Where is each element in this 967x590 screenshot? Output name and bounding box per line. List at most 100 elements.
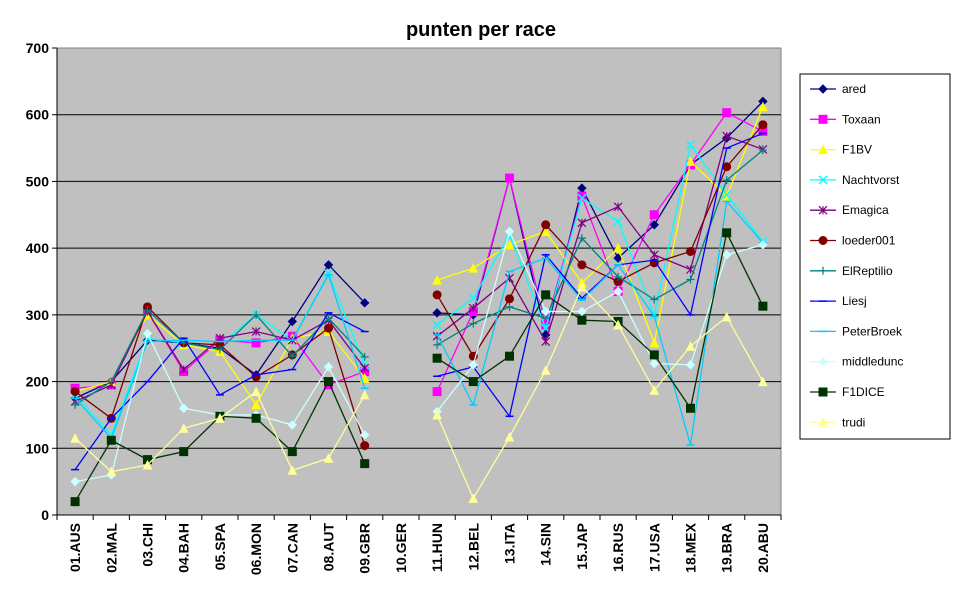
point-middledunc-6 [287,420,298,430]
x-tick-label-16: 17.USA [646,523,662,572]
legend-label-emagica: Emagica [842,203,889,217]
x-tick-label-1: 02.MAL [103,523,119,573]
point-nachtvorst-11 [468,293,478,303]
point-f1bv-10 [432,275,442,285]
point-middledunc-16 [649,358,660,369]
point-trudi-16 [649,385,660,395]
point-nachtvorst-17 [685,140,696,150]
y-tick-label-200: 200 [26,374,50,390]
y-tick-label-600: 600 [26,107,50,123]
legend-label-elreptilio: ElReptilio [842,264,893,278]
point-f1dice-6 [287,447,297,457]
point-emagica-5 [251,327,261,336]
point-f1dice-19 [758,301,768,311]
point-f1bv-15 [613,243,623,253]
point-f1bv-5 [251,399,261,410]
legend-label-toxaan: Toxaan [842,112,881,126]
point-middledunc-2 [142,328,153,339]
legend-swatch-marker-loeder001 [818,236,828,245]
point-toxaan-12 [505,173,514,183]
x-tick-label-2: 03.CHI [140,523,156,567]
legend-swatch-marker-middledunc [818,356,828,367]
point-elreptilio-15 [614,272,623,281]
point-elreptilio-6 [288,352,297,361]
point-elreptilio-5 [252,310,261,319]
legend-swatch-marker-nachtvorst [818,175,828,185]
point-f1dice-1 [106,435,116,445]
y-tick-label-700: 700 [26,40,50,56]
point-nachtvorst-18 [722,190,732,200]
point-elreptilio-16 [650,295,659,304]
point-middledunc-11 [468,360,479,370]
legend-label-peterbroek: PeterBroek [842,324,903,338]
x-tick-label-11: 12.BEL [465,523,481,571]
point-f1dice-16 [649,350,659,360]
series-line-f1dice-1 [436,230,764,410]
point-toxaan-5 [251,338,261,348]
point-ared-6 [287,316,298,327]
point-trudi-12 [504,431,515,442]
point-toxaan-16 [649,210,659,220]
y-tick-label-0: 0 [41,507,49,523]
point-elreptilio-8 [360,352,369,361]
point-emagica-8 [360,363,370,373]
point-trudi-1 [106,466,117,477]
point-middledunc-18 [721,250,732,260]
y-tick-label-500: 500 [26,173,50,189]
point-toxaan-10 [432,387,442,397]
point-emagica-14 [577,218,587,228]
point-f1dice-5 [251,413,261,423]
gridlines [57,114,781,449]
y-tick-label-100: 100 [26,440,50,456]
point-elreptilio-19 [758,146,767,155]
point-loeder001-8 [360,441,370,451]
point-trudi-17 [685,341,696,351]
point-elreptilio-17 [686,275,695,284]
point-elreptilio-10 [433,340,442,349]
series-line-f1bv-1 [436,106,764,346]
point-f1dice-14 [577,315,587,325]
series-line-loeder001-1 [436,124,764,358]
point-trudi-18 [721,311,732,322]
legend-swatch-marker-f1bv [818,144,828,155]
point-f1dice-17 [686,403,695,413]
series-line-trudi-1 [436,285,764,500]
point-emagica-13 [541,337,551,346]
series-line-nachtvorst-1 [436,143,764,331]
point-elreptilio-12 [505,302,514,311]
point-f1bv-16 [649,337,660,348]
point-elreptilio-14 [577,234,586,243]
legend-label-middledunc: middledunc [842,355,903,369]
point-trudi-2 [142,459,153,470]
legend-label-nachtvorst: Nachtvorst [842,173,900,187]
legend-swatch-marker-elreptilio [819,266,827,275]
point-trudi-11 [468,493,479,503]
point-ared-10 [432,308,442,318]
legend-label-f1bv: F1BV [842,143,872,157]
x-tick-label-19: 20.ABU [755,523,771,573]
point-f1dice-18 [722,228,732,238]
y-tick-label-400: 400 [26,240,50,256]
point-middledunc-13 [540,306,551,317]
point-emagica-11 [468,303,478,313]
point-nachtvorst-10 [432,320,442,330]
x-tick-label-3: 04.BAH [176,523,192,573]
x-tick-label-0: 01.AUS [67,523,83,572]
point-ared-8 [359,298,370,308]
x-tick-label-14: 15.JAP [574,523,590,570]
point-middledunc-3 [178,403,189,413]
x-tick-label-12: 13.ITA [502,523,518,564]
point-f1dice-8 [360,459,370,469]
point-loeder001-13 [541,220,551,230]
series-trudi [70,281,768,503]
point-loeder001-17 [686,246,695,256]
point-elreptilio-4 [215,345,224,354]
series-layer [70,96,768,507]
point-middledunc-14 [577,306,587,317]
x-tick-label-17: 18.MEX [683,522,699,572]
point-f1bv-19 [758,101,768,112]
legend-label-liesj: Liesj [842,294,867,308]
point-f1dice-3 [179,447,189,457]
legend-label-loeder001: loeder001 [842,234,896,248]
legend-label-trudi: trudi [842,415,865,429]
